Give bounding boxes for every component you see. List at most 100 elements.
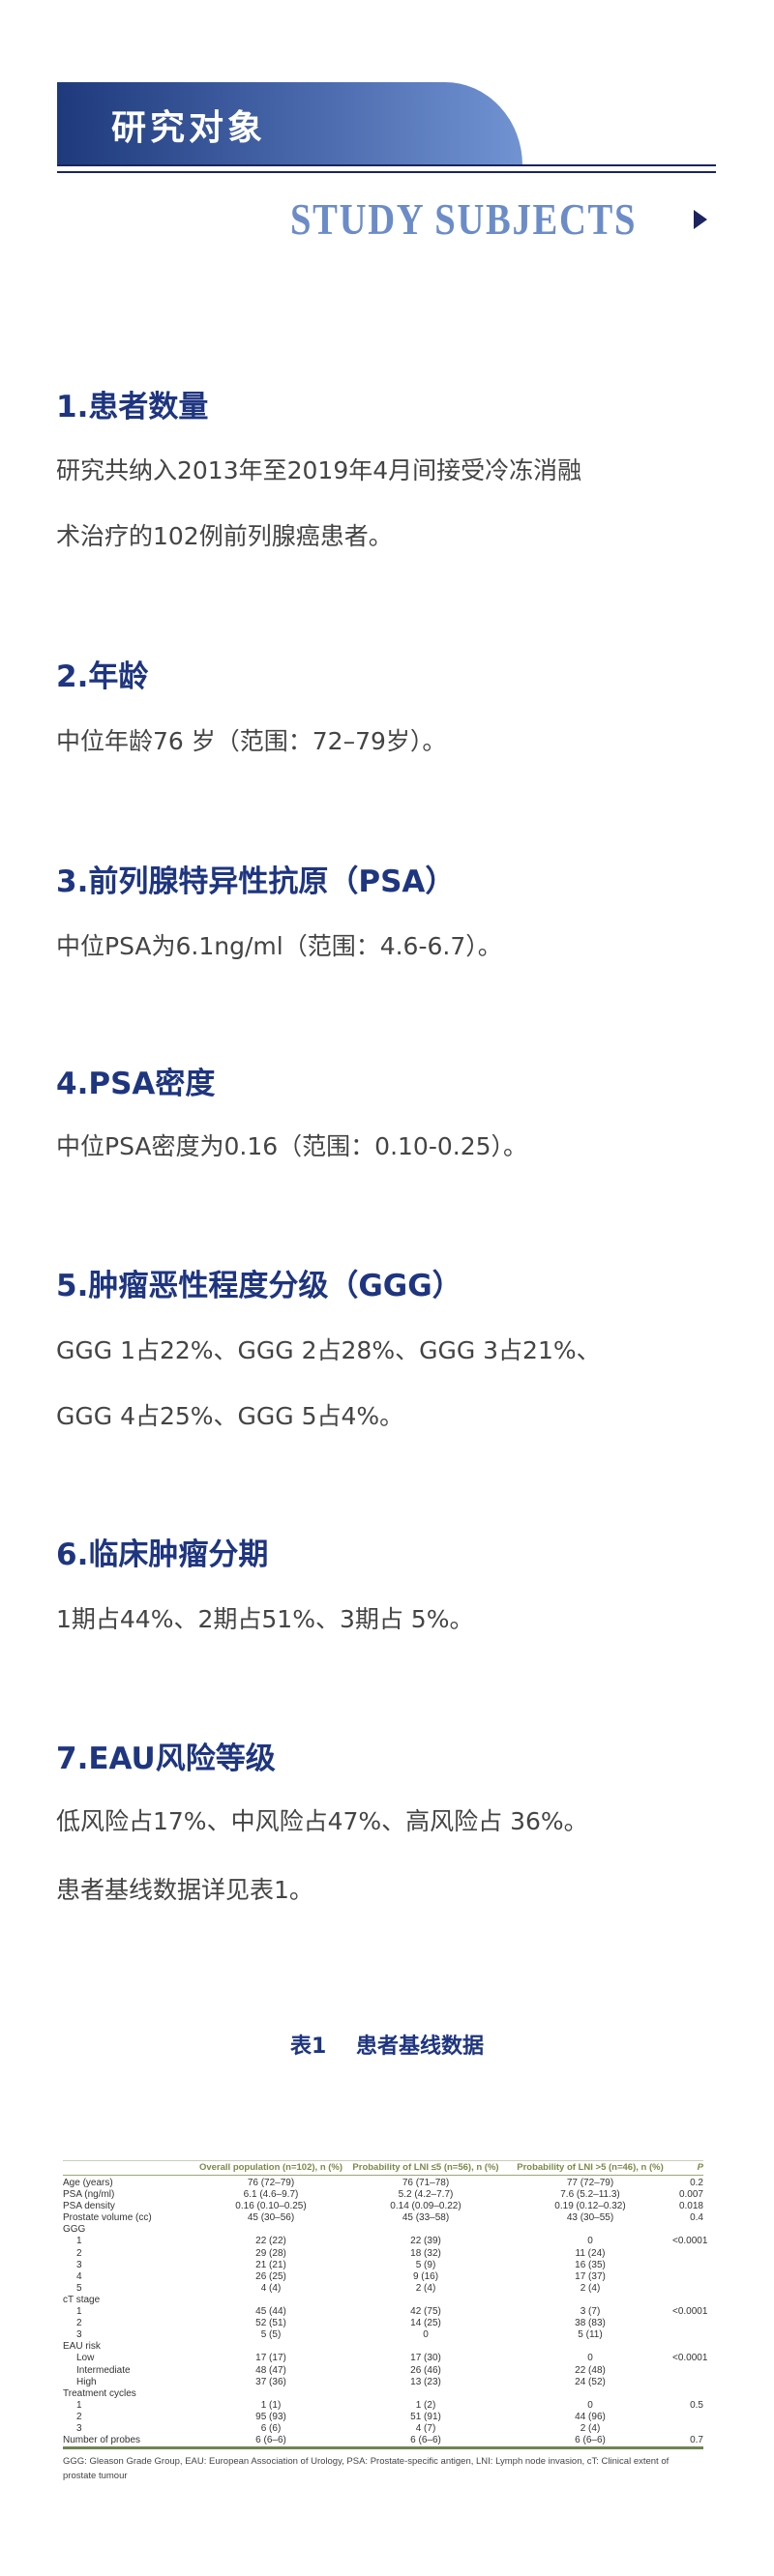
table-cell: Treatment cycles	[63, 2387, 136, 2399]
table-cell: 17 (17)	[255, 2353, 286, 2364]
table-caption: 表1 患者基线数据	[290, 2034, 484, 2059]
table-cell: 2	[76, 2247, 82, 2259]
table-cell: 1 (2)	[415, 2399, 436, 2411]
table-cell: 1 (1)	[260, 2399, 282, 2411]
table-row: 1 1 (1) 1 (2) 0 0.5	[63, 2400, 703, 2412]
table-cell: <0.0001	[672, 2353, 708, 2364]
table-footnote: GGG: Gleason Grade Group, EAU: European …	[63, 2456, 670, 2482]
table-cell: 14 (25)	[410, 2318, 441, 2329]
section-text: 中位PSA密度为0.16（范围：0.10-0.25）。	[56, 1132, 528, 1160]
divider	[57, 164, 716, 166]
table-cell	[672, 2295, 703, 2306]
table-cell: 0.14 (0.09–0.22)	[390, 2201, 461, 2212]
table-row: cT stage	[63, 2295, 703, 2306]
table-cell: 11 (24)	[575, 2247, 606, 2259]
table-cell	[343, 2341, 508, 2353]
table-cell: 0.19 (0.12–0.32)	[554, 2201, 626, 2212]
table-cell: 77 (72–79)	[566, 2178, 614, 2188]
table-cell	[198, 2388, 343, 2400]
table-header-rule	[63, 2175, 703, 2176]
table-cell: Prostate volume (cc)	[63, 2212, 152, 2224]
table-cell	[198, 2295, 343, 2306]
section-text: GGG 4占25%、GGG 5占4%。	[56, 1402, 404, 1430]
table-cell: 76 (71–78)	[402, 2178, 450, 2188]
table-cell: 5	[76, 2282, 82, 2294]
table-cell	[672, 2283, 703, 2295]
table-cell: 26 (25)	[255, 2270, 286, 2282]
table-cell: 0.5	[690, 2399, 703, 2411]
table-cell: 6 (6)	[260, 2422, 282, 2434]
table-cell: 1	[76, 2306, 82, 2318]
table-row: PSA density 0.16 (0.10–0.25) 0.14 (0.09–0.…	[63, 2201, 703, 2212]
table-row: 1 22 (22) 22 (39) 0 <0.0001	[63, 2236, 708, 2247]
table-cell: 4 (4)	[260, 2282, 282, 2294]
table-cell: 2 (4)	[580, 2422, 601, 2434]
banner-title: 研究对象	[111, 107, 267, 148]
divider	[57, 171, 716, 173]
table-row: EAU risk	[63, 2341, 703, 2353]
table-cell: 0.4	[690, 2212, 703, 2224]
table-cell	[672, 2329, 703, 2341]
table-cell: 76 (72–79)	[247, 2178, 295, 2188]
table-cell: 4	[76, 2270, 82, 2282]
table-row: 1 45 (44) 42 (75) 3 (7) <0.0001	[63, 2306, 707, 2318]
table-cell: 0.018	[678, 2201, 703, 2212]
table-cell: 5.2 (4.2–7.7)	[398, 2189, 454, 2201]
table-cell	[672, 2377, 703, 2388]
table-cell: 24 (52)	[575, 2376, 606, 2387]
table-row: 2 29 (28) 18 (32) 11 (24)	[63, 2248, 703, 2260]
table-cell: 0	[587, 2353, 593, 2364]
table-cell	[672, 2365, 703, 2377]
table-cell: 5 (9)	[415, 2259, 436, 2270]
table-cell: cT stage	[63, 2294, 101, 2305]
table-cell: 2 (4)	[580, 2282, 601, 2294]
header-cell: P	[697, 2162, 703, 2173]
table-cell: 29 (28)	[255, 2247, 286, 2259]
table-cell: 45 (44)	[255, 2306, 286, 2318]
table-cell: 2	[76, 2411, 82, 2422]
table-cell: 6 (6–6)	[410, 2435, 441, 2446]
table-row: Treatment cycles	[63, 2388, 703, 2400]
table-cell	[672, 2318, 703, 2329]
section-text: 中位PSA为6.1ng/ml（范围：4.6-6.7）。	[56, 932, 502, 960]
section-text: GGG 1占22%、GGG 2占28%、GGG 3占21%、	[56, 1336, 601, 1364]
table-cell	[672, 2423, 703, 2435]
table-cell: 0.7	[690, 2435, 703, 2446]
table-cell	[343, 2224, 508, 2236]
table-cell	[672, 2341, 703, 2353]
table-cell	[508, 2388, 672, 2400]
table-bottom-rule	[63, 2446, 703, 2450]
table-cell: 7.6 (5.2–11.3)	[560, 2189, 620, 2201]
table-cell: 16 (35)	[575, 2259, 606, 2270]
table-cell: <0.0001	[672, 2236, 708, 2247]
baseline-table: Overall population (n=102), n (%) Probab…	[63, 2160, 708, 2483]
table-cell: Age (years)	[63, 2178, 113, 2188]
section-heading: 4.PSA密度	[56, 1067, 216, 1101]
table-cell: GGG	[63, 2224, 86, 2236]
header-cell	[63, 2161, 198, 2175]
table-cell: PSA (ng/ml)	[63, 2189, 115, 2201]
section-text: 术治疗的102例前列腺癌患者。	[56, 522, 393, 550]
section-text: 低风险占17%、中风险占47%、高风险占 36%。	[56, 1807, 588, 1835]
table-cell	[672, 2271, 703, 2283]
table-cell	[672, 2260, 703, 2271]
table-cell: 2	[76, 2318, 82, 2329]
table-cell: 42 (75)	[410, 2306, 441, 2318]
table-cell: 51 (91)	[410, 2411, 441, 2422]
table-cell: 43 (30–55)	[566, 2212, 614, 2224]
table-cell: Low	[76, 2353, 95, 2364]
section-heading: 1.患者数量	[56, 390, 209, 424]
table-cell: 21 (21)	[255, 2259, 286, 2270]
table-cell: EAU risk	[63, 2341, 101, 2353]
table-cell: 5 (11)	[578, 2329, 603, 2341]
header-cell: Probability of LNI >5 (n=46), n (%)	[517, 2162, 664, 2173]
table-cell	[508, 2295, 672, 2306]
table-cell: 45 (33–58)	[402, 2212, 450, 2224]
subtitle-en: STUDY SUBJECTS	[290, 194, 638, 244]
table-row: 3 21 (21) 5 (9) 16 (35)	[63, 2260, 703, 2271]
table-cell: 1	[76, 2399, 82, 2411]
table-cell	[672, 2248, 703, 2260]
table-cell: 13 (23)	[410, 2376, 441, 2387]
section-heading: 3.前列腺特异性抗原（PSA）	[56, 864, 456, 899]
table-cell: 22 (39)	[410, 2236, 441, 2247]
